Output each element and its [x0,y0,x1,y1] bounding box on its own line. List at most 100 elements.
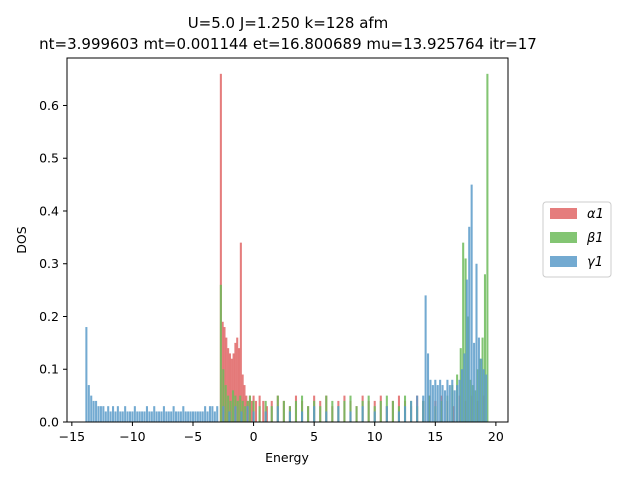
bar-series2-12 [114,411,117,422]
bar-series1-20 [294,400,298,422]
bar-series2-17 [126,411,129,422]
bar-series0-2 [223,327,226,422]
bar-series2-97 [473,342,476,422]
y-tick-label: 0.1 [39,362,59,377]
bar-series1-18 [282,400,285,422]
x-tick-label: 5 [310,429,318,444]
bar-series1-12 [248,395,251,422]
bar-series2-94 [465,279,468,422]
x-tick-label: 0 [250,429,258,444]
bar-series2-64 [301,411,304,422]
bar-series1-48 [459,348,462,422]
bar-series2-22 [138,411,141,422]
bar-series2-10 [109,411,112,422]
bar-series2-55 [222,406,225,422]
bar-series1-29 [349,395,352,422]
x-axis-ticks: −15 −10 −5 0 5 10 15 20 [59,422,504,444]
bar-series1-0 [219,284,222,422]
bar-series2-86 [446,379,449,422]
bar-series1-36 [391,400,394,422]
bar-series1-59 [486,73,489,422]
bar-series2-68 [349,411,352,422]
bar-series2-76 [422,395,425,422]
bar-series2-93 [463,353,466,422]
legend: α1 β1 γ1 [542,201,612,278]
bar-series2-42 [187,411,190,422]
x-tick-label: 10 [367,429,383,444]
bar-series2-92 [460,369,463,422]
bar-series1-24 [319,406,322,422]
bar-series2-83 [439,379,442,422]
bar-series2-70 [373,411,376,422]
x-tick-label: −5 [184,429,202,444]
bar-series0-13 [243,385,246,422]
bar-series2-34 [167,411,170,422]
bar-series2-81 [434,379,437,422]
bar-series1-8 [239,395,242,422]
bar-series1-2 [224,385,227,422]
bar-series2-43 [189,411,192,422]
bar-series0-17 [250,400,253,422]
bar-series1-26 [331,400,334,422]
bar-series1-25 [325,395,328,422]
bar-series2-99 [477,337,480,422]
bar-series2-29 [155,411,158,422]
bar-series0-0 [219,73,222,422]
bar-series0-10 [238,348,241,422]
bar-series2-9 [107,406,110,422]
bar-series2-14 [119,411,122,422]
bar-series2-100 [480,358,483,422]
bar-series1-58 [483,274,487,422]
bar-series2-62 [276,406,279,422]
bar-series2-38 [177,411,180,422]
y-tick-label: 0.5 [39,151,59,166]
bar-series2-56 [228,411,231,422]
bar-series0-7 [232,353,235,422]
bar-series2-41 [184,411,187,422]
bar-series2-28 [153,406,156,422]
bar-series2-54 [216,406,219,422]
bar-series2-47 [199,411,202,422]
bar-series2-80 [431,385,434,422]
bar-series1-54 [474,390,477,422]
y-axis-label: DOS [14,226,29,253]
x-tick-label: 20 [488,429,504,444]
bar-series2-69 [361,406,364,422]
bar-series2-102 [485,374,488,422]
bar-series2-45 [194,411,197,422]
bar-series2-25 [145,406,148,422]
legend-swatch-alpha1 [550,208,577,219]
bar-series1-53 [471,385,474,422]
chart-title-line1: U=5.0 J=1.250 k=128 afm [188,14,389,32]
bar-series1-5 [231,390,235,422]
bar-series0-53 [452,406,455,422]
bar-series2-32 [162,406,165,422]
bar-series2-39 [179,411,182,422]
bar-series1-10 [244,406,247,422]
bar-series2-79 [429,379,432,422]
bar-series2-52 [211,406,214,422]
bar-series2-20 [133,406,136,422]
bar-series2-11 [112,406,115,422]
bar-series2-91 [458,379,461,422]
bar-series2-4 [95,400,98,422]
bar-series2-1 [87,385,90,422]
bar-series2-0 [85,327,88,422]
bar-series1-3 [227,395,230,422]
bar-series2-19 [131,411,134,422]
bar-series2-24 [143,411,146,422]
bar-series2-61 [264,411,267,422]
bar-series2-73 [403,406,407,422]
bar-series1-57 [481,337,484,422]
bar-series2-77 [424,295,427,422]
bar-series2-23 [141,411,144,422]
bar-series2-71 [385,406,388,422]
bar-series1-22 [307,406,310,422]
bar-series2-85 [443,390,447,422]
bar-series2-21 [136,411,139,422]
bar-series2-63 [288,411,291,422]
legend-label-alpha1: α1 [587,207,604,222]
bar-series2-37 [175,411,178,422]
bar-series2-33 [165,411,168,422]
bar-series2-16 [124,406,127,422]
